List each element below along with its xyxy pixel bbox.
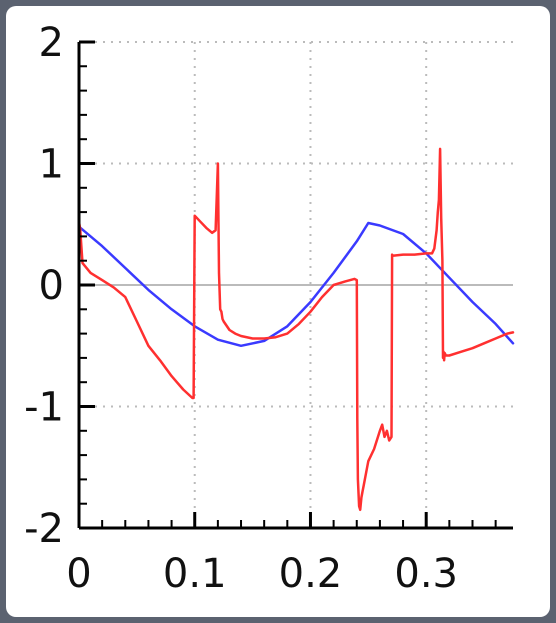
axes bbox=[77, 40, 513, 530]
y-tick-label-1: -1 bbox=[24, 385, 64, 431]
tick-labels: -2 -1 0 1 2 0 0.1 0.2 0.3 bbox=[24, 20, 458, 597]
x-tick-label-3: 0.3 bbox=[394, 551, 458, 597]
series-line-1 bbox=[77, 147, 515, 512]
y-tick-label-4: 2 bbox=[39, 20, 64, 66]
x-tick-label-0: 0 bbox=[66, 551, 91, 597]
y-tick-label-2: 0 bbox=[39, 263, 64, 309]
x-tick-label-1: 0.1 bbox=[163, 551, 227, 597]
grid-lines bbox=[79, 41, 513, 528]
x-tick-label-2: 0.2 bbox=[279, 551, 343, 597]
series-lines bbox=[77, 147, 515, 512]
line-chart: -2 -1 0 1 2 0 0.1 0.2 0.3 bbox=[24, 20, 515, 597]
y-tick-label-3: 1 bbox=[39, 142, 64, 188]
y-tick-label-0: -2 bbox=[24, 506, 64, 552]
chart-frame: -2 -1 0 1 2 0 0.1 0.2 0.3 bbox=[6, 6, 550, 617]
